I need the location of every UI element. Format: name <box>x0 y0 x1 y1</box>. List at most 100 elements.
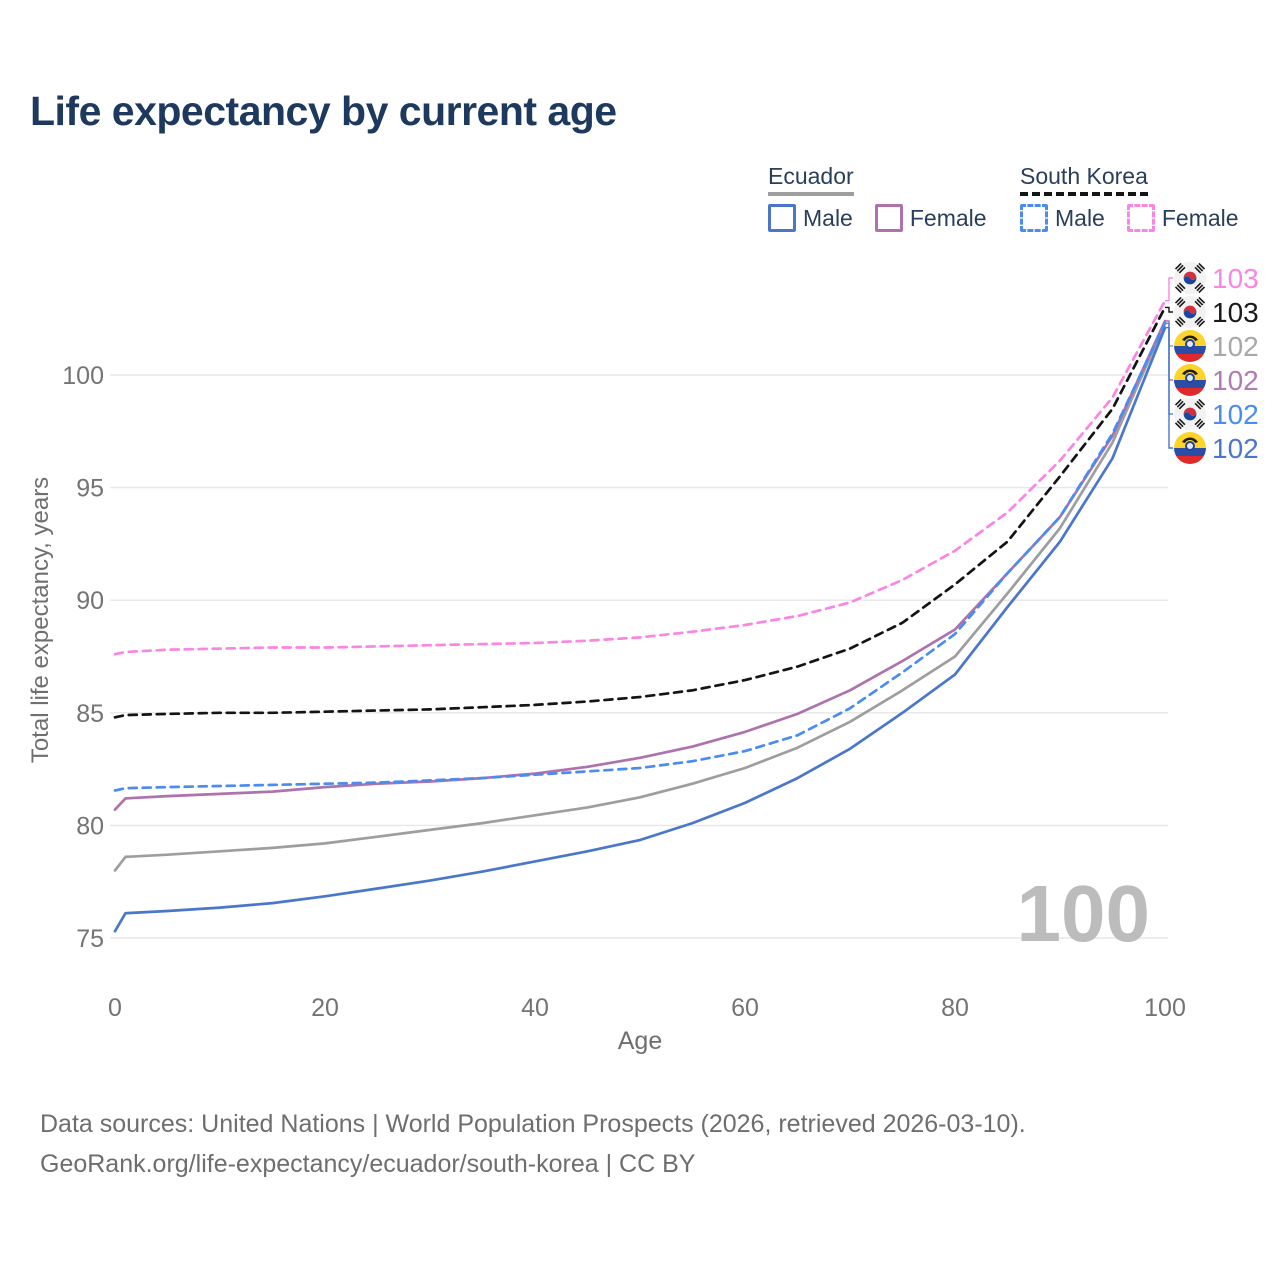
series-line-ecuador-both[interactable] <box>113 321 1167 872</box>
series-line-south-korea-female[interactable] <box>113 299 1167 656</box>
trigram-bar <box>1178 266 1186 274</box>
watermark-age-100: 100 <box>1017 869 1150 958</box>
ecuador-condor-crest <box>1182 437 1198 443</box>
y-tick-label-80: 80 <box>76 812 104 840</box>
trigram-icon <box>1194 398 1206 410</box>
trigram-bar <box>1174 286 1182 294</box>
ecuador-flag-icon <box>1174 330 1206 362</box>
series-line-ecuador-male[interactable] <box>113 326 1167 933</box>
trigram-bar <box>1178 402 1186 410</box>
end-label-value-ecuador-female[interactable]: 102 <box>1212 365 1259 396</box>
trigram-bar <box>1196 420 1204 428</box>
trigram-icon <box>1194 296 1206 308</box>
y-tick-label-100: 100 <box>62 362 104 390</box>
trigram-bar <box>1194 418 1202 426</box>
ecuador-flag-band <box>1174 388 1206 396</box>
south-korea-flag-icon <box>1174 296 1206 328</box>
ecuador-crest-shield <box>1185 373 1195 383</box>
south-korea-flag-icon <box>1174 262 1206 294</box>
ecuador-crest-shield <box>1185 441 1195 451</box>
trigram-icon <box>1174 398 1186 410</box>
trigram-bar <box>1194 282 1202 290</box>
legend-ecuador-header[interactable]: Ecuador <box>768 163 854 196</box>
ecuador-flag-band <box>1174 354 1206 362</box>
trigram-bar <box>1194 402 1202 410</box>
series-line-south-korea-male[interactable] <box>113 321 1167 792</box>
trigram-bar <box>1198 422 1206 430</box>
trigram-bar <box>1178 282 1186 290</box>
trigram-icon <box>1194 282 1206 294</box>
trigram-bar <box>1194 300 1202 308</box>
end-label-value-south-korea-both[interactable]: 103 <box>1212 297 1259 328</box>
end-label-connector-south-korea-both <box>1165 306 1173 313</box>
trigram-bar <box>1174 422 1182 430</box>
y-tick-label-95: 95 <box>76 475 104 503</box>
y-tick-label-85: 85 <box>76 700 104 728</box>
trigram-bar <box>1198 398 1206 406</box>
end-label-connector-ecuador-male <box>1165 327 1173 449</box>
taegeuk-half <box>1183 275 1197 285</box>
trigram-bar <box>1176 264 1184 272</box>
taegeuk-half <box>1183 305 1197 315</box>
end-label-connector-south-korea-female <box>1165 277 1173 302</box>
trigram-bar <box>1194 316 1202 324</box>
legend-south-korea-header[interactable]: South Korea <box>1020 163 1148 196</box>
end-label-value-ecuador-male[interactable]: 102 <box>1212 433 1259 464</box>
trigram-bar <box>1174 398 1182 406</box>
trigram-bar <box>1198 320 1206 328</box>
trigram-bar <box>1196 318 1204 326</box>
legend-item-label: Female <box>1161 204 1239 231</box>
ecuador-flag-icon <box>1174 364 1206 396</box>
trigram-bar <box>1176 420 1184 428</box>
ecuador-flag-band <box>1174 346 1206 354</box>
x-tick-label-0: 0 <box>108 994 122 1022</box>
trigram-bar <box>1178 418 1186 426</box>
trigram-bar <box>1174 296 1182 304</box>
ecuador-condor-crest <box>1182 369 1198 375</box>
trigram-bar <box>1198 262 1206 270</box>
x-tick-label-80: 80 <box>941 994 969 1022</box>
legend-group-ecuador: Ecuador Male Female <box>768 163 987 232</box>
trigram-bar <box>1174 320 1182 328</box>
legend-swatch-icon <box>874 204 903 232</box>
trigram-bar <box>1196 264 1204 272</box>
ecuador-flag-band <box>1174 380 1206 388</box>
legend-item-ecuador-female[interactable]: Female <box>874 204 987 232</box>
taegeuk-symbol <box>1183 271 1197 285</box>
ecuador-condor-crest <box>1182 335 1198 341</box>
south-korea-flag-icon <box>1174 398 1206 430</box>
legend-item-label: Male <box>1055 204 1105 231</box>
data-sources-text: Data sources: United Nations | World Pop… <box>40 1110 1026 1138</box>
legend-swatch-icon <box>1126 204 1155 232</box>
x-axis-title: Age <box>618 1027 662 1055</box>
ecuador-flag-icon <box>1174 432 1206 464</box>
legend-item-south-korea-female[interactable]: Female <box>1126 204 1239 232</box>
series-line-south-korea-both[interactable] <box>113 306 1167 719</box>
legend-item-ecuador-male[interactable]: Male <box>768 204 853 232</box>
series-line-ecuador-female[interactable] <box>113 319 1167 811</box>
trigram-bar <box>1196 284 1204 292</box>
legend-group-south-korea: South Korea Male Female <box>1020 163 1239 232</box>
trigram-icon <box>1174 282 1186 294</box>
legend-item-south-korea-male[interactable]: Male <box>1020 204 1105 232</box>
taegeuk-half <box>1183 411 1197 421</box>
legend-swatch-icon <box>768 204 796 232</box>
end-label-value-ecuador-both[interactable]: 102 <box>1212 331 1259 362</box>
end-label-value-south-korea-female[interactable]: 103 <box>1212 263 1259 294</box>
x-tick-label-40: 40 <box>521 994 549 1022</box>
trigram-bar <box>1176 318 1184 326</box>
attribution-link-text: GeoRank.org/life-expectancy/ecuador/sout… <box>40 1150 696 1178</box>
x-tick-label-100: 100 <box>1144 994 1186 1022</box>
trigram-icon <box>1194 262 1206 274</box>
trigram-bar <box>1198 296 1206 304</box>
page-title: Life expectancy by current age <box>30 88 617 134</box>
trigram-bar <box>1176 400 1184 408</box>
trigram-bar <box>1198 286 1206 294</box>
ecuador-flag-band <box>1174 448 1206 456</box>
legend-item-label: Female <box>909 204 987 231</box>
trigram-bar <box>1176 298 1184 306</box>
end-label-value-south-korea-male[interactable]: 102 <box>1212 399 1259 430</box>
trigram-bar <box>1178 316 1186 324</box>
trigram-bar <box>1196 400 1204 408</box>
